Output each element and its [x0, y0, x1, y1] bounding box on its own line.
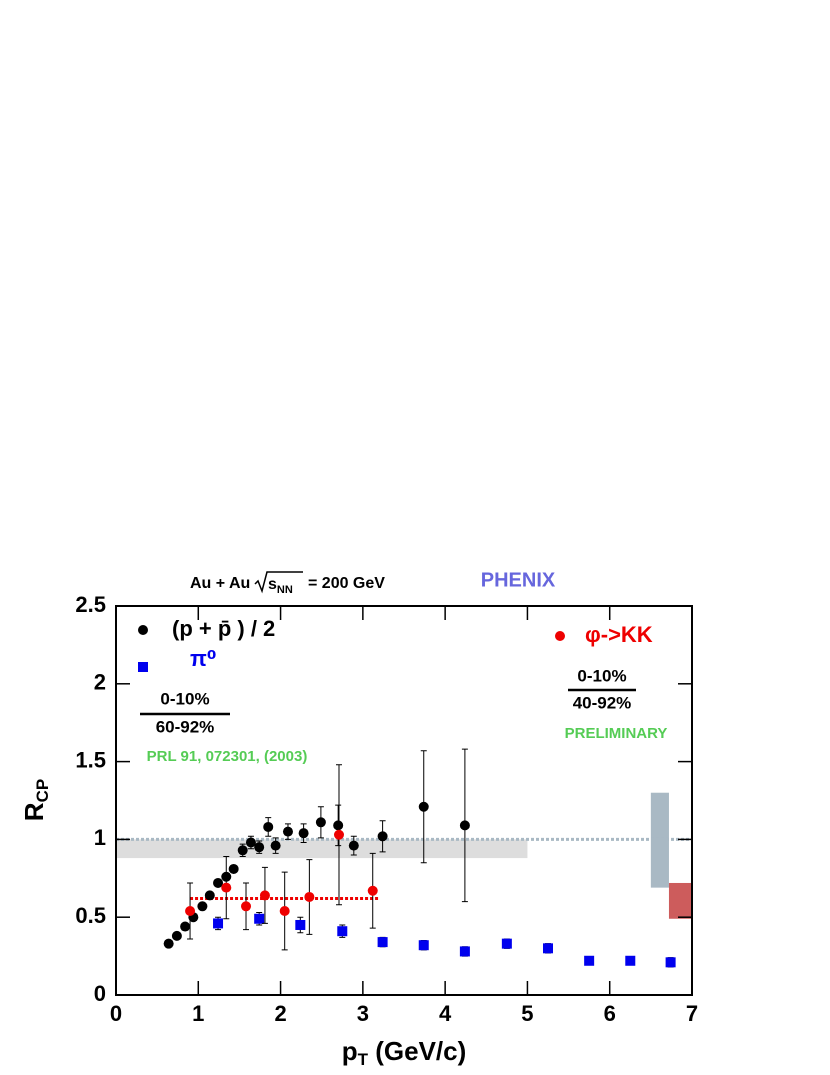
status-label: PRELIMINARY: [565, 725, 668, 742]
legend-marker: [555, 631, 565, 641]
ratio-denominator: 60-92%: [156, 717, 215, 736]
x-tick-label: 7: [686, 1001, 698, 1026]
normalization-box: [116, 839, 528, 859]
data-point: [204, 890, 215, 901]
data-point: [180, 921, 191, 932]
data-point: [337, 926, 348, 937]
y-label-main: R: [19, 802, 49, 821]
data-point: [418, 801, 429, 812]
normalization-box: [650, 792, 669, 888]
data-point: [367, 885, 378, 896]
x-label-sub: T: [358, 1050, 369, 1069]
data-point: [213, 877, 224, 888]
legend-marker: [138, 662, 148, 672]
plot-area: 0 1 2 3 4 5 6 7 0 0.5 1 1.5 2 2.5: [75, 592, 698, 1026]
y-tick-label: 0.5: [75, 903, 106, 928]
legend-label: π⁰: [190, 646, 216, 671]
y-tick-label: 2: [94, 670, 106, 695]
data-point: [304, 891, 315, 902]
title-energy: = 200 GeV: [308, 575, 385, 592]
legend-label: (p + p̄ ) / 2: [172, 616, 275, 641]
x-label-main: p: [342, 1036, 358, 1066]
data-point: [241, 901, 252, 912]
title-system: Au + Au: [190, 575, 250, 592]
data-point: [270, 840, 281, 851]
title-sub: NN: [277, 584, 293, 596]
data-point: [665, 957, 676, 968]
data-point: [228, 863, 239, 874]
data-point: [185, 905, 196, 916]
x-tick-label: 0: [110, 1001, 122, 1026]
data-point: [282, 826, 293, 837]
data-point: [625, 955, 636, 966]
data-point: [171, 930, 182, 941]
data-point: [263, 821, 274, 832]
data-point: [377, 937, 388, 948]
plot-frame: [115, 605, 693, 996]
x-tick-label: 5: [521, 1001, 533, 1026]
data-point: [418, 940, 429, 951]
data-point: [213, 918, 224, 929]
data-point: [259, 890, 270, 901]
y-tick-label: 2.5: [75, 592, 106, 617]
experiment-label: PHENIX: [481, 569, 556, 591]
x-label-rest: (GeV/c): [368, 1036, 466, 1066]
title-energy-symbol: sNN: [268, 576, 293, 596]
legend-label: φ->KK: [585, 622, 653, 647]
data-point: [459, 946, 470, 957]
data-point: [377, 831, 388, 842]
data-point: [254, 913, 265, 924]
data-point: [315, 817, 326, 828]
data-point: [254, 842, 265, 853]
data-point: [348, 840, 359, 851]
sqrt-sign: [254, 571, 303, 594]
data-point: [279, 905, 290, 916]
legend-marker: [138, 625, 148, 635]
y-axis-label: RCP: [19, 779, 53, 821]
data-point: [501, 938, 512, 949]
data-point: [237, 845, 248, 856]
data-point: [245, 837, 256, 848]
data-point: [298, 828, 309, 839]
data-point: [333, 829, 344, 840]
y-tick-label: 1.5: [75, 747, 106, 772]
ratio-numerator: 0-10%: [160, 689, 209, 708]
data-point: [163, 938, 174, 949]
title-root: s: [268, 576, 277, 593]
y-tick-label: 1: [94, 825, 106, 850]
data-point: [197, 901, 208, 912]
reference-label: PRL 91, 072301, (2003): [147, 748, 308, 765]
data-point: [459, 820, 470, 831]
x-tick-label: 4: [439, 1001, 452, 1026]
y-label-sub: CP: [33, 779, 52, 803]
ratio-denominator: 40-92%: [573, 693, 632, 712]
normalization-box: [668, 882, 692, 919]
data-point: [584, 955, 595, 966]
x-tick-label: 1: [192, 1001, 204, 1026]
x-tick-label: 6: [604, 1001, 616, 1026]
x-axis-label: pT (GeV/c): [342, 1036, 467, 1070]
ratio-numerator: 0-10%: [577, 666, 626, 685]
x-tick-label: 2: [274, 1001, 286, 1026]
data-point: [543, 943, 553, 954]
data-point: [295, 919, 306, 930]
x-tick-label: 3: [357, 1001, 369, 1026]
y-tick-label: 0: [94, 981, 106, 1006]
data-point: [221, 882, 232, 893]
data-point: [333, 820, 344, 831]
